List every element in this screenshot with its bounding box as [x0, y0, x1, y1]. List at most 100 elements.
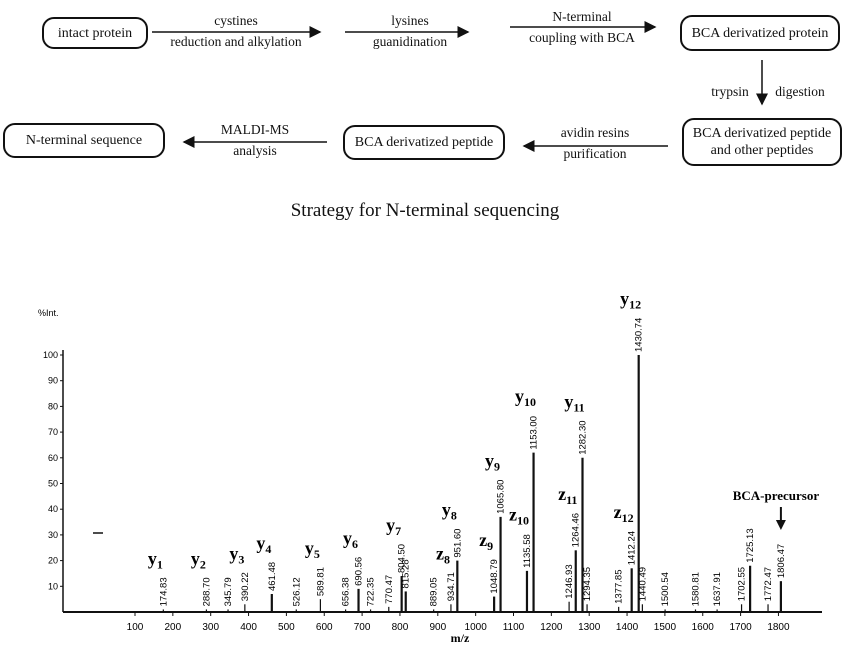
ion-label: y1 — [148, 548, 163, 571]
ion-label: y4 — [256, 533, 271, 556]
ion-label: y8 — [442, 500, 457, 523]
precursor-arrowhead — [775, 520, 786, 530]
y-tick-label: 20 — [48, 556, 58, 566]
peak-label: 1246.93 — [564, 564, 575, 598]
y-tick-label: 50 — [48, 479, 58, 489]
y-tick-label: 100 — [43, 350, 58, 360]
y-tick-label: 90 — [48, 376, 58, 386]
x-tick-label: 700 — [354, 622, 371, 633]
peak-label: 1412.24 — [627, 531, 638, 565]
edge-label: cystines — [214, 13, 258, 28]
y-axis-label: %Int. — [38, 308, 59, 318]
precursor-annotation: BCA-precursor — [733, 488, 820, 503]
x-tick-label: 600 — [316, 622, 333, 633]
edge-label: analysis — [233, 143, 277, 158]
edge-label: lysines — [391, 13, 429, 28]
node-n-terminal-sequence: N-terminal sequence — [3, 123, 165, 158]
peak-label: 804.50 — [397, 544, 408, 573]
x-tick-label: 500 — [278, 622, 295, 633]
node-bca-protein: BCA derivatized protein — [680, 15, 840, 51]
peak-label: 1294.35 — [582, 567, 593, 601]
x-tick-label: 1400 — [616, 622, 639, 633]
x-tick-label: 1000 — [465, 622, 488, 633]
edge-label: N-terminal — [552, 9, 612, 24]
peak-label: 1135.58 — [522, 534, 533, 568]
y-tick-label: 80 — [48, 401, 58, 411]
ion-label: z9 — [479, 530, 493, 553]
x-tick-label: 100 — [127, 622, 144, 633]
ion-label: y7 — [386, 515, 401, 538]
peak-label: 174.83 — [158, 577, 169, 606]
y-tick-label: 60 — [48, 453, 58, 463]
peak-label: 461.48 — [267, 562, 278, 591]
ion-label: y10 — [515, 386, 536, 409]
edge-label: reduction and alkylation — [170, 34, 302, 49]
ion-label: y5 — [305, 538, 320, 561]
node-bca-peptide: BCA derivatized peptide — [343, 125, 505, 160]
ion-label: z10 — [509, 504, 529, 527]
peak-label: 1637.91 — [712, 572, 723, 606]
ion-label: y2 — [191, 548, 206, 571]
edge-label: avidin resins — [560, 125, 630, 140]
peak-label: 526.12 — [291, 577, 302, 606]
peak-label: 1430.74 — [634, 318, 645, 352]
x-tick-label: 300 — [202, 622, 219, 633]
x-tick-label: 1600 — [692, 622, 715, 633]
peak-label: 690.56 — [354, 557, 365, 586]
peak-label: 1264.46 — [571, 513, 582, 547]
edge-label: coupling with BCA — [529, 30, 635, 45]
peak-label: 1806.47 — [776, 544, 787, 578]
x-tick-label: 1100 — [503, 622, 525, 633]
peak-label: 1377.85 — [614, 570, 625, 604]
diagram-title: Strategy for N-terminal sequencing — [290, 200, 560, 221]
y-tick-label: 70 — [48, 427, 58, 437]
peak-label: 1702.55 — [737, 567, 748, 601]
ion-label: y12 — [620, 289, 641, 312]
peak-label: 1440.49 — [637, 567, 648, 601]
x-axis-label: m/z — [451, 631, 470, 645]
node-bca-peptide-mixture: BCA derivatized peptide and other peptid… — [682, 118, 842, 166]
peak-label: 951.60 — [452, 529, 463, 558]
peak-label: 934.71 — [446, 572, 457, 601]
edge-label: trypsin — [711, 84, 749, 99]
ion-label: z8 — [436, 543, 450, 566]
peak-label: 722.35 — [366, 577, 377, 606]
y-tick-label: 40 — [48, 504, 58, 514]
ion-label: y11 — [564, 391, 584, 414]
peak-label: 1500.54 — [660, 572, 671, 606]
node-intact-protein: intact protein — [42, 17, 148, 49]
x-tick-label: 1700 — [729, 622, 752, 633]
peak-label: 889.05 — [429, 577, 440, 606]
x-tick-label: 800 — [392, 622, 409, 633]
peak-label: 1772.47 — [763, 567, 774, 601]
x-tick-label: 900 — [429, 622, 446, 633]
x-tick-label: 200 — [165, 622, 182, 633]
ion-label: y6 — [343, 528, 358, 551]
peak-label: 1065.80 — [496, 480, 507, 514]
peak-label: 1048.79 — [489, 559, 500, 593]
edge-label: digestion — [775, 84, 825, 99]
edge-label: guanidination — [372, 34, 448, 49]
peak-label: 656.38 — [341, 577, 352, 606]
ion-label: z12 — [614, 502, 634, 525]
x-tick-label: 1500 — [654, 622, 677, 633]
x-tick-label: 400 — [240, 622, 257, 633]
peak-label: 589.81 — [315, 567, 326, 596]
ion-label: y9 — [485, 450, 500, 473]
x-tick-label: 1300 — [578, 622, 601, 633]
peak-label: 1580.81 — [690, 572, 701, 606]
ion-label: z11 — [558, 484, 577, 507]
peak-label: 815.28 — [401, 559, 412, 588]
y-tick-label: 30 — [48, 530, 58, 540]
peak-label: 288.70 — [201, 577, 212, 606]
ion-label: y3 — [229, 543, 244, 566]
peak-label: 390.22 — [240, 572, 251, 601]
peak-label: 1725.13 — [745, 528, 756, 562]
edge-label: purification — [563, 146, 627, 161]
x-tick-label: 1200 — [540, 622, 563, 633]
edge-label: MALDI-MS — [220, 122, 290, 137]
y-tick-label: 10 — [48, 581, 58, 591]
peak-label: 1153.00 — [529, 416, 540, 450]
